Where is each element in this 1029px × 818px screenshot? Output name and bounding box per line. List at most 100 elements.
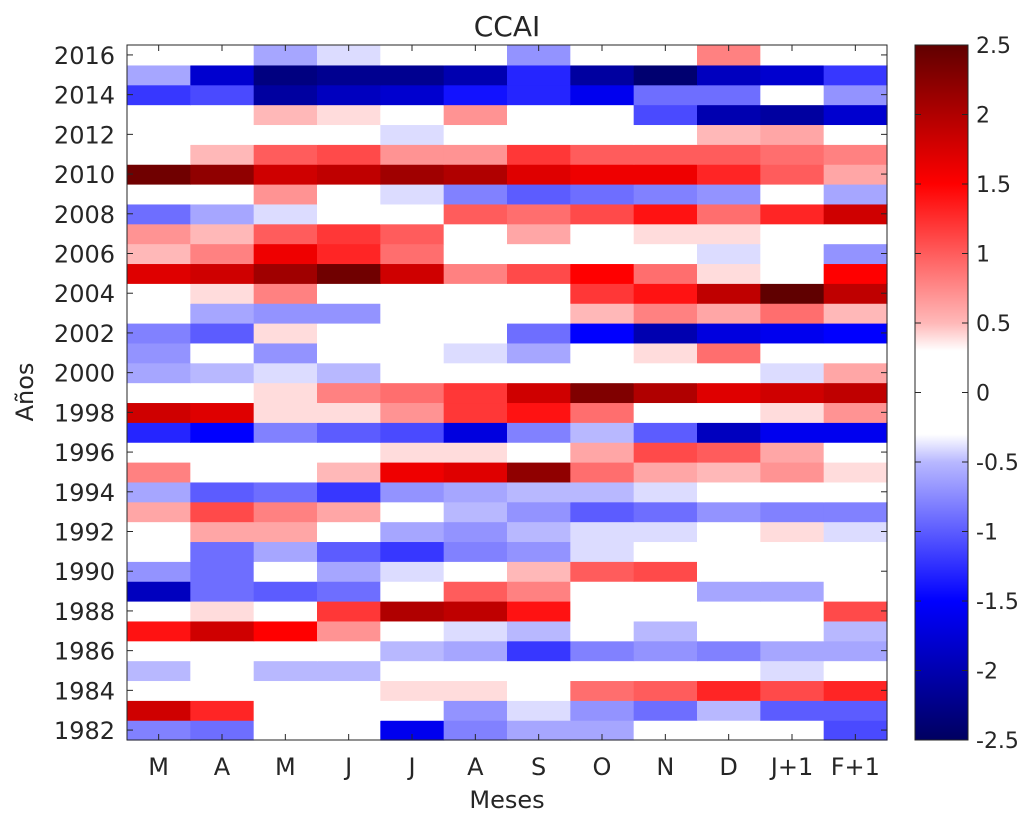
heatmap-cell: [127, 581, 191, 602]
heatmap-cell: [507, 382, 571, 404]
heatmap-cell: [317, 581, 381, 602]
heatmap-cell: [190, 481, 255, 503]
heatmap-cell: [823, 283, 888, 304]
heatmap-cell: [507, 521, 571, 543]
heatmap-cell: [570, 462, 635, 483]
heatmap-cell: [760, 402, 825, 423]
heatmap-cell: [697, 581, 761, 602]
heatmap-cell: [697, 521, 761, 543]
heatmap-cell: [190, 124, 255, 145]
heatmap-cell: [760, 342, 825, 364]
heatmap-cell: [697, 561, 761, 582]
heatmap-cell: [317, 640, 381, 662]
heatmap-cell: [823, 342, 888, 364]
x-tick-label: J: [343, 753, 352, 781]
heatmap-cell: [380, 362, 445, 384]
heatmap-cell: [823, 601, 888, 622]
heatmap-cell: [253, 601, 318, 622]
heatmap-cell: [633, 243, 698, 265]
heatmap-cell: [317, 323, 381, 344]
heatmap-cell: [317, 203, 381, 225]
heatmap-cell: [697, 84, 761, 106]
heatmap-cell: [507, 84, 571, 106]
heatmap-cell: [190, 223, 255, 245]
heatmap-cell: [190, 323, 255, 344]
heatmap-cell: [253, 620, 318, 642]
heatmap-cell: [380, 581, 445, 602]
heatmap-cell: [697, 203, 761, 225]
heatmap-cell: [127, 283, 191, 304]
heatmap-cell: [127, 184, 191, 205]
heatmap-cell: [443, 184, 508, 205]
heatmap-cell: [697, 303, 761, 324]
y-tick-label: 2010: [54, 161, 115, 189]
heatmap-cell: [570, 203, 635, 225]
heatmap-cell: [823, 124, 888, 145]
heatmap-cell: [633, 184, 698, 205]
heatmap-cell: [317, 442, 381, 463]
y-tick-label: 1992: [54, 519, 115, 547]
heatmap-cell: [633, 104, 698, 126]
heatmap-cell: [507, 45, 571, 66]
heatmap-cell: [443, 104, 508, 126]
heatmap-cell: [443, 323, 508, 344]
heatmap-cell: [380, 164, 445, 185]
heatmap-cell: [633, 263, 698, 284]
x-tick-label: O: [593, 753, 612, 781]
heatmap-cell: [253, 104, 318, 126]
heatmap-cell: [633, 223, 698, 245]
heatmap-cell: [380, 203, 445, 225]
heatmap-cell: [697, 45, 761, 66]
heatmap-cell: [507, 720, 571, 741]
heatmap-cell: [570, 720, 635, 741]
heatmap-cell: [507, 581, 571, 602]
heatmap-cell: [443, 640, 508, 662]
heatmap-cell: [127, 45, 191, 66]
heatmap-cell: [253, 442, 318, 463]
heatmap-cell: [697, 700, 761, 721]
heatmap-cell: [633, 164, 698, 185]
heatmap-cell: [760, 203, 825, 225]
heatmap-cell: [317, 561, 381, 582]
heatmap-cell: [380, 124, 445, 145]
heatmap-cell: [633, 422, 698, 443]
heatmap-cell: [380, 45, 445, 66]
heatmap-cell: [633, 521, 698, 543]
heatmap-cell: [127, 362, 191, 384]
heatmap-cell: [127, 680, 191, 701]
heatmap-cell: [253, 561, 318, 582]
heatmap-cell: [760, 84, 825, 106]
heatmap-cell: [760, 620, 825, 642]
heatmap-cell: [443, 561, 508, 582]
heatmap-cell: [570, 541, 635, 562]
heatmap-cell: [190, 541, 255, 562]
heatmap-cell: [570, 601, 635, 622]
heatmap-cell: [697, 541, 761, 562]
heatmap-cell: [443, 660, 508, 682]
heatmap-cell: [317, 283, 381, 304]
heatmap-cell: [823, 144, 888, 165]
heatmap-cell: [253, 660, 318, 682]
heatmap-cell: [823, 45, 888, 66]
heatmap-cell: [697, 323, 761, 344]
x-tick-label: S: [531, 753, 546, 781]
heatmap-cell: [760, 541, 825, 562]
heatmap-cell: [317, 521, 381, 543]
heatmap-cell: [380, 501, 445, 523]
heatmap-cell: [190, 84, 255, 106]
heatmap-cell: [823, 422, 888, 443]
heatmap-cell: [253, 680, 318, 701]
heatmap-cell: [443, 620, 508, 642]
heatmap-cell: [697, 481, 761, 503]
heatmap-cell: [570, 660, 635, 682]
heatmap-cell: [253, 303, 318, 324]
heatmap-cell: [823, 402, 888, 423]
heatmap-cell: [507, 203, 571, 225]
heatmap-cell: [823, 442, 888, 463]
heatmap-cell: [570, 263, 635, 284]
heatmap-cell: [443, 402, 508, 423]
heatmap-cell: [253, 581, 318, 602]
heatmap-cell: [253, 283, 318, 304]
heatmap-cell: [760, 283, 825, 304]
heatmap-cell: [127, 620, 191, 642]
